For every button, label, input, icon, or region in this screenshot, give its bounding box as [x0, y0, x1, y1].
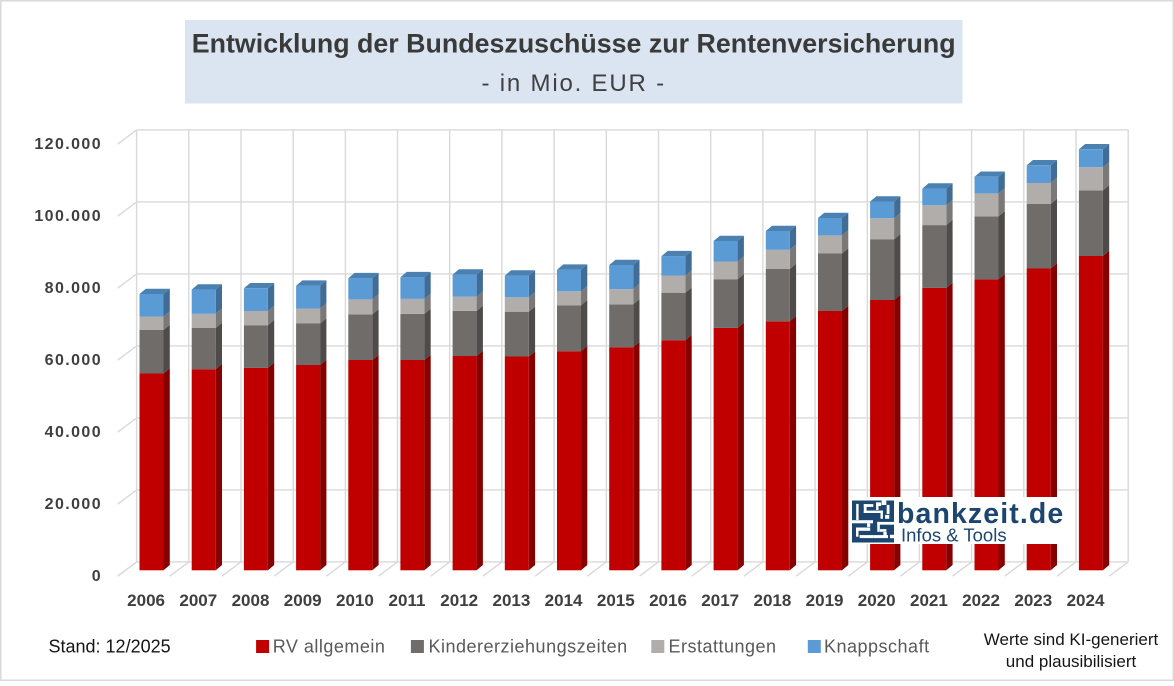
svg-text:60.000: 60.000: [45, 352, 102, 369]
svg-text:2013: 2013: [492, 591, 530, 610]
svg-text:2014: 2014: [545, 591, 583, 610]
svg-text:Werte sind KI-generiert: Werte sind KI-generiert: [984, 630, 1159, 649]
svg-text:2010: 2010: [336, 591, 374, 610]
svg-text:80.000: 80.000: [45, 280, 102, 297]
svg-text:2006: 2006: [127, 591, 165, 610]
svg-text:2016: 2016: [649, 591, 687, 610]
svg-text:40.000: 40.000: [45, 424, 102, 441]
svg-text:2022: 2022: [962, 591, 1000, 610]
svg-text:2017: 2017: [701, 591, 739, 610]
svg-text:Knappschaft: Knappschaft: [824, 637, 930, 657]
svg-text:Entwicklung der Bundeszuschüss: Entwicklung der Bundeszuschüsse zur Rent…: [192, 29, 956, 59]
svg-text:2018: 2018: [753, 591, 791, 610]
svg-text:2015: 2015: [597, 591, 635, 610]
svg-text:2011: 2011: [389, 591, 426, 610]
svg-text:100.000: 100.000: [34, 208, 102, 225]
svg-text:RV allgemein: RV allgemein: [273, 637, 386, 657]
svg-text:Kindererziehungszeiten: Kindererziehungszeiten: [429, 637, 628, 657]
svg-text:120.000: 120.000: [34, 136, 102, 153]
svg-text:bankzeit.de: bankzeit.de: [897, 498, 1064, 530]
svg-text:20.000: 20.000: [45, 496, 102, 513]
svg-text:2009: 2009: [284, 591, 322, 610]
svg-text:2012: 2012: [440, 591, 478, 610]
svg-text:2019: 2019: [806, 591, 844, 610]
svg-text:2008: 2008: [232, 591, 270, 610]
svg-text:2024: 2024: [1067, 591, 1105, 610]
svg-text:2020: 2020: [858, 591, 896, 610]
svg-text:0: 0: [92, 568, 102, 585]
svg-text:Infos & Tools: Infos & Tools: [901, 524, 1007, 545]
svg-text:- in Mio. EUR -: - in Mio. EUR -: [482, 70, 666, 97]
svg-text:2007: 2007: [179, 591, 217, 610]
svg-text:Stand: 12/2025: Stand: 12/2025: [49, 637, 171, 657]
svg-text:2023: 2023: [1014, 591, 1052, 610]
svg-text:Erstattungen: Erstattungen: [669, 637, 777, 657]
svg-text:und plausibilisiert: und plausibilisiert: [1006, 652, 1137, 671]
svg-text:2021: 2021: [910, 591, 948, 610]
